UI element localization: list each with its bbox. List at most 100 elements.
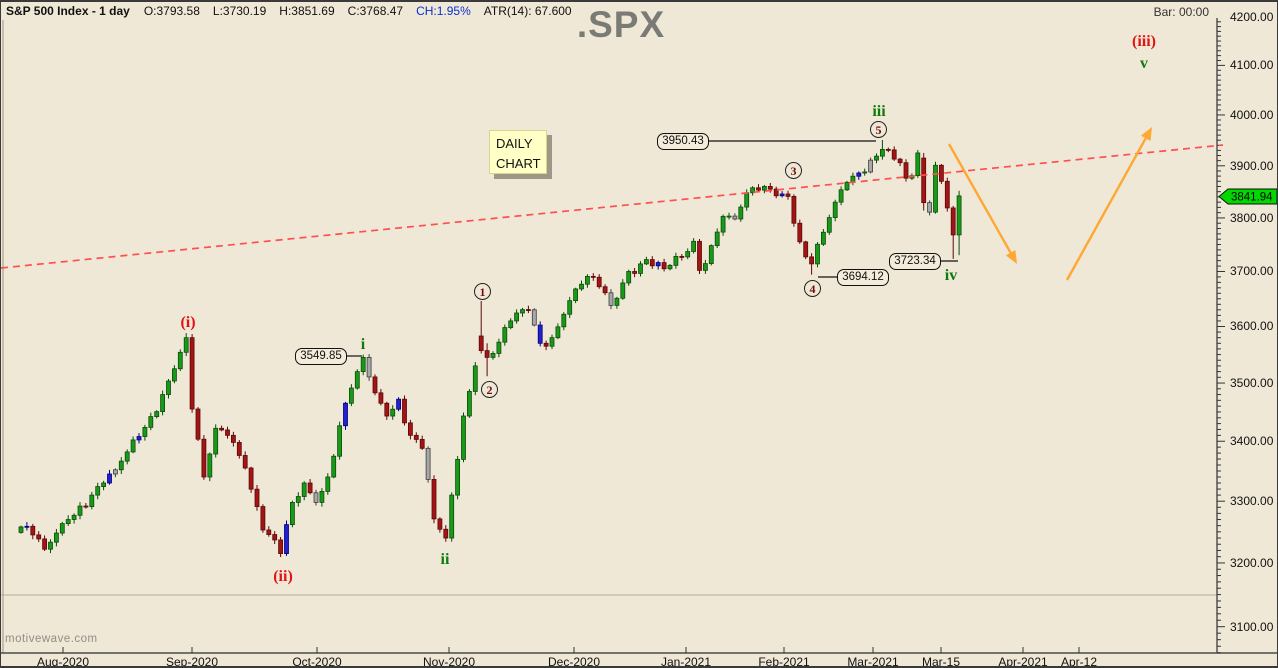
chart-header: S&P 500 Index - 1 day O:3793.58 L:3730.19…: [1, 2, 1277, 20]
candle-body: [201, 438, 207, 478]
price-axis-label: 3200.00: [1230, 555, 1274, 570]
price-callout-3549.85[interactable]: 3549.85: [295, 348, 347, 365]
time-axis-label: Nov-2020: [422, 655, 476, 668]
candle-body: [171, 368, 177, 382]
header-field-0: O:3793.58: [143, 4, 200, 18]
candle-body: [950, 207, 956, 236]
candle-body: [278, 539, 284, 554]
candle-body: [54, 532, 59, 543]
candle-body: [18, 526, 24, 533]
candle-body: [266, 529, 272, 535]
elliott-wave-circle-3[interactable]: 3: [785, 162, 802, 179]
candle-body: [142, 426, 148, 437]
elliott-wave-label-v[interactable]: v: [1140, 55, 1148, 72]
candle-body: [248, 467, 254, 490]
header-field-1: L:3730.19: [212, 4, 267, 18]
candle-body: [372, 376, 378, 394]
candle-body: [927, 202, 932, 213]
symbol-watermark: .SPX: [576, 4, 666, 45]
daily-chart-note[interactable]: DAILY CHART: [489, 130, 547, 174]
candle-body: [602, 286, 608, 294]
candle-body: [644, 259, 649, 265]
candle-body: [366, 356, 372, 378]
candle-body: [585, 275, 590, 285]
candle-body: [502, 327, 508, 343]
candle-body: [466, 391, 472, 417]
candle-body: [30, 525, 36, 536]
price-axis-label: 3500.00: [1230, 376, 1274, 391]
elliott-wave-circle-2[interactable]: 2: [481, 381, 498, 398]
candle-body: [225, 429, 230, 436]
candle-body: [124, 451, 130, 462]
elliott-wave-label-ii[interactable]: ii: [440, 551, 450, 568]
candle-body: [183, 337, 189, 353]
candle-body: [703, 263, 708, 271]
time-axis-label: Mar-2021: [847, 655, 899, 668]
candle-body: [307, 482, 313, 494]
elliott-wave-circle-1[interactable]: 1: [474, 283, 491, 300]
candle-body: [177, 351, 183, 370]
candle-body: [213, 427, 219, 455]
candle-body: [720, 215, 726, 233]
candle-body: [655, 262, 661, 267]
dashed-trendline[interactable]: [1, 144, 1224, 269]
candle-body: [685, 251, 691, 258]
elliott-wave-label-iv[interactable]: iv: [944, 267, 958, 284]
price-axis-label: 3800.00: [1230, 210, 1274, 225]
time-axis-label: Aug-2020: [36, 655, 90, 668]
ohlc-readout: O:3793.58 L:3730.19 H:3851.69 C:3768.47 CH:1…: [144, 4, 585, 18]
candle-body: [803, 241, 809, 258]
candle-body: [797, 222, 803, 243]
price-callout-3694.12[interactable]: 3694.12: [837, 269, 889, 286]
price-axis-label: 3600.00: [1230, 319, 1274, 334]
elliott-wave-circle-5[interactable]: 5: [870, 121, 887, 138]
elliott-wave-label-iii[interactable]: iii: [872, 103, 886, 120]
candle-body: [679, 256, 685, 258]
note-line-1: DAILY: [496, 136, 533, 151]
price-callout-3723.34[interactable]: 3723.34: [889, 253, 941, 270]
candle-body: [289, 501, 295, 526]
projection-arrow-line-0[interactable]: [947, 143, 1012, 254]
projection-arrow-head-0: [1005, 249, 1017, 264]
price-axis-label: 3100.00: [1230, 619, 1274, 634]
candle-body: [59, 523, 65, 534]
candle-body: [537, 324, 543, 344]
elliott-wave-label-ii[interactable]: (ii): [273, 568, 293, 585]
candle-body: [490, 353, 496, 358]
candle-body: [744, 192, 750, 208]
elliott-wave-label-i[interactable]: i: [360, 336, 366, 353]
candle-body: [673, 256, 679, 266]
candle-body: [750, 187, 755, 194]
last-price-badge: [1218, 188, 1277, 205]
candle-body: [71, 514, 77, 520]
projection-arrow-line-1[interactable]: [1065, 137, 1147, 281]
candle-body: [242, 455, 248, 469]
candle-body: [885, 148, 891, 151]
candle-body: [520, 309, 525, 314]
candle-body: [443, 528, 449, 539]
candle-body: [83, 505, 89, 508]
elliott-wave-circle-4[interactable]: 4: [804, 280, 821, 297]
candle-body: [284, 524, 289, 554]
candle-body: [166, 380, 171, 395]
candle-body: [219, 427, 225, 431]
candle-body: [295, 496, 301, 503]
candle-body: [762, 186, 767, 191]
candle-body: [638, 263, 643, 274]
candle-body: [230, 434, 236, 443]
candle-body: [260, 506, 266, 531]
candle-body: [809, 256, 814, 265]
candle-body: [36, 534, 42, 540]
candle-body: [107, 473, 112, 484]
candle-body: [113, 469, 118, 475]
candle-body: [449, 494, 455, 539]
price-callout-3950.43[interactable]: 3950.43: [657, 133, 709, 150]
elliott-wave-label-i[interactable]: (i): [180, 314, 196, 331]
candle-body: [821, 231, 826, 245]
candle-body: [815, 243, 820, 265]
candle-body: [649, 259, 655, 267]
candle-body: [484, 350, 490, 358]
elliott-wave-label-iii[interactable]: (iii): [1132, 33, 1156, 50]
